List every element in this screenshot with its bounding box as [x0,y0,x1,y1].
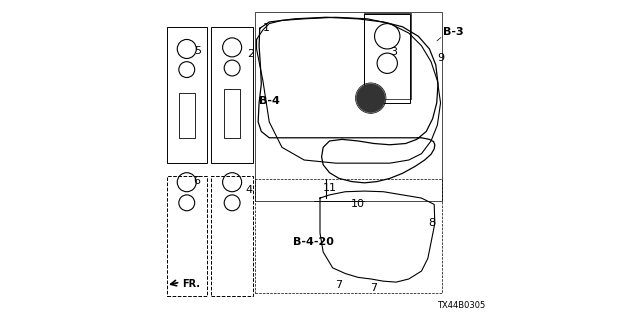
Bar [179,93,195,138]
Bar [167,27,207,163]
Text: 6: 6 [194,176,201,186]
Text: 7: 7 [335,280,342,290]
Text: B-3: B-3 [443,27,464,36]
Text: 3: 3 [390,47,397,57]
Bar [167,176,207,296]
Bar [224,89,240,138]
Text: FR.: FR. [182,279,200,289]
Circle shape [356,84,385,112]
Text: 11: 11 [323,183,337,193]
Text: B-4: B-4 [259,96,280,106]
Text: 1: 1 [263,23,270,33]
Text: 2: 2 [247,49,254,59]
Text: 4: 4 [246,185,253,195]
Bar [364,13,411,99]
Bar [364,14,410,103]
Text: 8: 8 [428,219,435,228]
Text: 5: 5 [194,45,201,56]
Bar [211,176,253,296]
Bar [211,27,253,163]
Bar [255,179,442,293]
Text: TX44B0305: TX44B0305 [437,301,486,310]
Text: B-4-20: B-4-20 [293,237,334,247]
Text: 7: 7 [370,284,377,293]
Bar [255,12,442,201]
Text: 10: 10 [351,199,365,209]
Text: 9: 9 [437,53,445,63]
